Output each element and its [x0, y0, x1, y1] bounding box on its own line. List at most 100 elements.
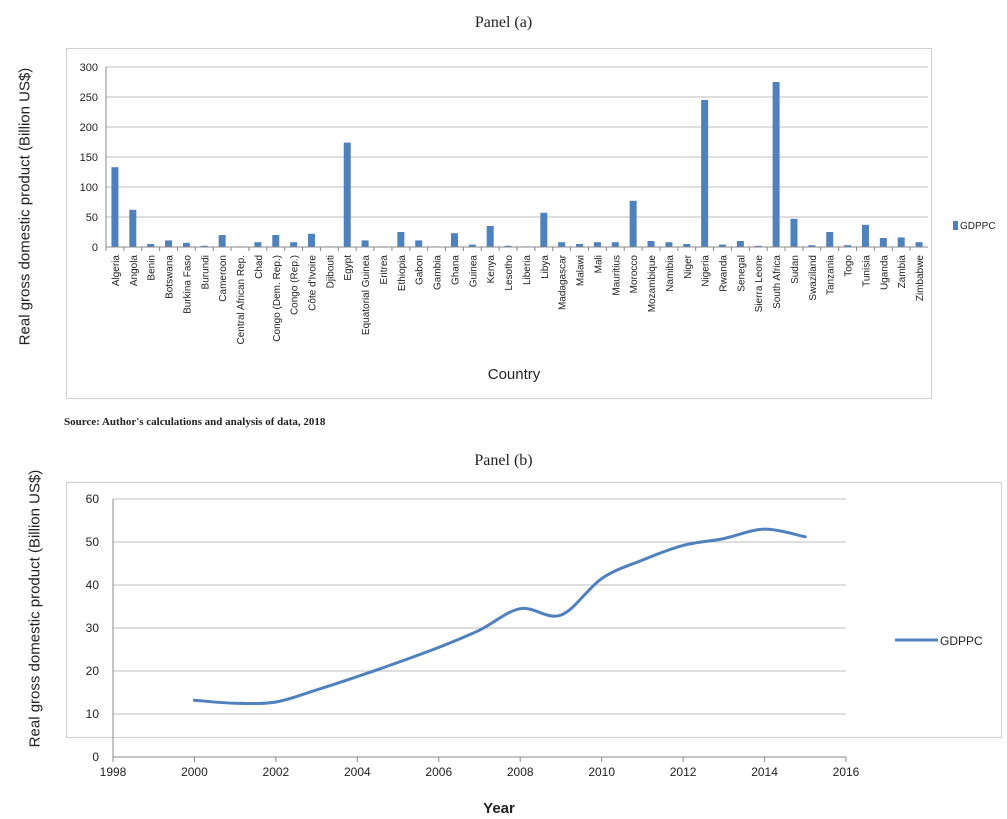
x-tick-label: Madagascar [558, 254, 569, 310]
x-tick-label: Gabon [415, 255, 426, 285]
legend-swatch [953, 221, 958, 230]
x-tick-label: 2010 [588, 765, 615, 779]
bar [844, 245, 852, 247]
x-tick-label: Morocco [629, 255, 640, 294]
x-tick-label: Ethiopia [397, 255, 408, 292]
bar [200, 245, 208, 247]
bar [826, 232, 834, 247]
bar [147, 244, 155, 247]
panel-a-y-axis-label: Real gross domestic product (Billion US$… [16, 67, 34, 346]
x-tick-label: Zambia [897, 255, 908, 289]
legend-label: GDPPC [940, 634, 983, 648]
y-tick-label: 300 [80, 62, 98, 74]
x-tick-label: Mozambique [647, 255, 658, 313]
x-tick-label: Gambia [433, 255, 444, 290]
x-tick-label: Algeria [111, 255, 122, 287]
x-tick-label: 2002 [263, 765, 290, 779]
x-tick-label: Sierra Leone [754, 255, 765, 313]
x-tick-label: South Africa [772, 255, 783, 309]
x-tick-label: Swaziland [808, 255, 819, 301]
bar [772, 82, 780, 247]
bar [361, 240, 369, 247]
bar [182, 242, 190, 247]
bar [129, 209, 137, 247]
y-tick-label: 50 [86, 535, 100, 549]
bar [629, 200, 637, 247]
x-tick-label: Ghana [450, 255, 461, 285]
bar [754, 245, 762, 247]
bar [611, 242, 619, 247]
source-note: Source: Author's calculations and analys… [64, 416, 326, 428]
x-tick-label: Libya [540, 255, 551, 279]
x-tick-label: Chad [254, 255, 265, 279]
bar [879, 238, 887, 247]
x-tick-label: Djibouti [325, 255, 336, 288]
x-tick-label: Nigeria [701, 255, 712, 287]
gdppc-series-line [192, 527, 807, 706]
bar [415, 240, 423, 247]
x-tick-label: Mali [593, 255, 604, 273]
bar [576, 244, 584, 247]
bar [290, 242, 298, 247]
x-tick-label: Eritrea [379, 255, 390, 285]
bar [540, 212, 548, 247]
bar [111, 167, 119, 247]
bar [808, 245, 816, 247]
panel-b-title: Panel (b) [474, 452, 533, 469]
y-tick-label: 40 [86, 578, 100, 592]
x-tick-label: Mauritius [611, 255, 622, 296]
x-tick-label: Sudan [790, 255, 801, 284]
x-tick-label: 1998 [100, 765, 127, 779]
panel-a-x-axis-label: Country [488, 366, 541, 383]
bar [272, 235, 280, 247]
panel-a-frame [66, 48, 932, 399]
x-tick-label: Congo (Dem. Rep.) [272, 255, 283, 342]
panel-b-y-axis-label: Real gross domestic product (Billion US$… [26, 469, 44, 748]
bar [736, 241, 744, 247]
bar [486, 226, 494, 247]
bar [343, 142, 351, 247]
bar [719, 244, 726, 247]
panel-b-frame [66, 482, 1002, 738]
bar [790, 218, 798, 247]
x-tick-label: Equatorial Guinea [361, 255, 372, 335]
x-tick-label: Lesotho [504, 255, 515, 291]
y-tick-label: 50 [86, 212, 98, 224]
bar [897, 237, 905, 247]
x-tick-label: 2008 [507, 765, 534, 779]
x-tick-label: Burkina Faso [182, 255, 193, 314]
bar [504, 245, 512, 247]
panel-b-x-axis-label: Year [483, 800, 515, 817]
bar [218, 235, 226, 247]
bar [165, 240, 173, 247]
x-tick-label: 2006 [425, 765, 452, 779]
x-tick-label: Niger [683, 254, 694, 279]
bar [683, 244, 691, 247]
bar [254, 242, 262, 247]
x-tick-label: Burundi [200, 255, 211, 289]
x-tick-label: Cameroon [218, 255, 229, 302]
x-tick-label: Egypt [343, 255, 354, 281]
legend-label: GDPPC [960, 221, 996, 232]
bar [593, 242, 601, 247]
y-tick-label: 100 [80, 182, 98, 194]
bar [450, 233, 458, 247]
y-tick-label: 150 [80, 152, 98, 164]
bar [665, 242, 673, 247]
x-tick-label: Togo [844, 255, 855, 277]
y-tick-label: 60 [86, 492, 100, 506]
x-tick-label: Liberia [522, 255, 533, 285]
x-tick-label: 2000 [181, 765, 208, 779]
y-tick-label: 200 [80, 122, 98, 134]
y-tick-label: 20 [86, 664, 100, 678]
x-tick-label: Zimbabwe [915, 255, 926, 302]
bar [701, 100, 709, 247]
panel-a-bar-chart: 0 50 100 150 200 250 300 Algeria Angola Benin Bots… [66, 48, 996, 399]
x-tick-label: Central African Rep. [236, 255, 247, 345]
panel-a-title: Panel (a) [474, 14, 533, 31]
bar [861, 224, 869, 247]
bar [468, 244, 476, 247]
x-tick-label: Botswana [165, 255, 176, 299]
x-tick-label: Kenya [486, 255, 497, 284]
panel-b-line-chart: 0 10 20 30 40 50 60 1998 2000 2002 2004 2006 2008 201… [66, 482, 1002, 817]
